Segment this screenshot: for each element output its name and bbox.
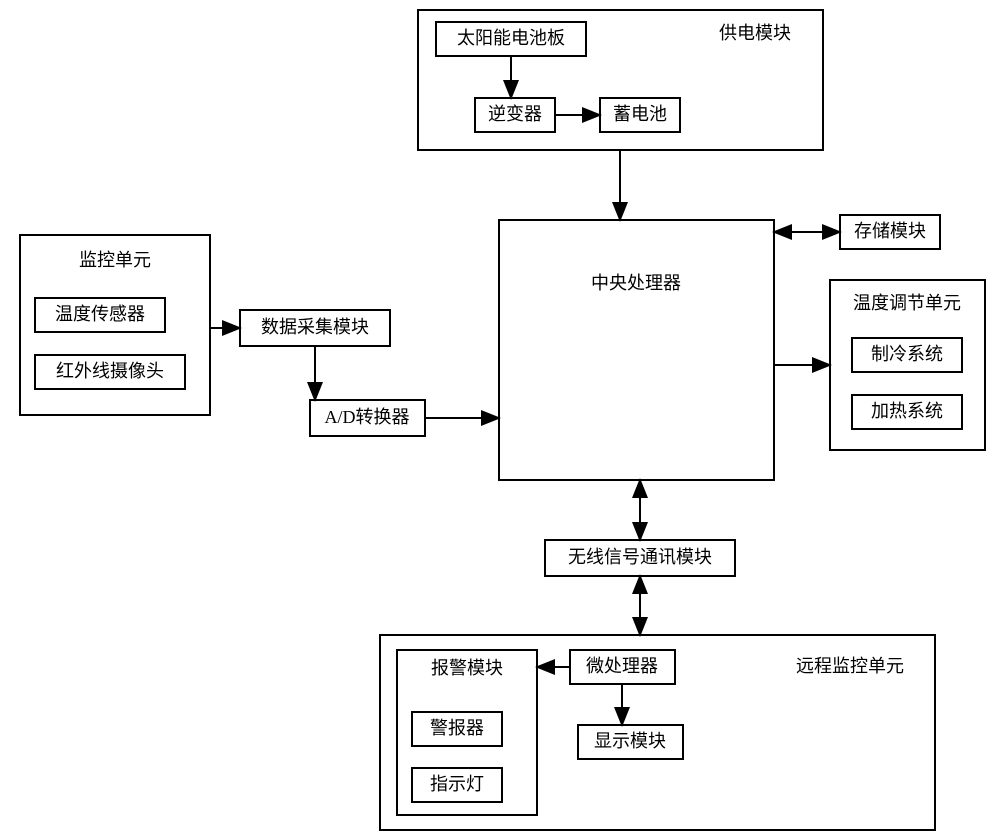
alarm-label: 警报器 [430,718,484,738]
wireless-label: 无线信号通讯模块 [568,547,712,567]
temp-sensor-label: 温度传感器 [55,304,145,324]
system-diagram: 供电模块 太阳能电池板 逆变器 蓄电池 中央处理器 存储模块 温度调节单元 制冷… [0,0,1000,840]
temp-adj-label: 温度调节单元 [853,293,961,313]
data-acq-label: 数据采集模块 [261,317,369,337]
microproc-label: 微处理器 [586,656,658,676]
storage-label: 存储模块 [854,221,926,241]
indicator-label: 指示灯 [430,774,484,794]
solar-panel-label: 太阳能电池板 [457,28,565,48]
display-label: 显示模块 [594,731,666,751]
monitor-unit-label: 监控单元 [79,250,151,270]
ad-converter-label: A/D转换器 [325,407,410,427]
cpu-label: 中央处理器 [591,273,681,293]
cooling-label: 制冷系统 [871,344,943,364]
cpu-box [499,220,774,480]
alarm-module-label: 报警模块 [431,658,503,678]
battery-label: 蓄电池 [613,104,667,124]
ir-camera-label: 红外线摄像头 [56,361,164,381]
inverter-label: 逆变器 [488,104,542,124]
power-module-label: 供电模块 [719,23,791,43]
remote-unit-label: 远程监控单元 [796,656,904,676]
heating-label: 加热系统 [871,401,943,421]
